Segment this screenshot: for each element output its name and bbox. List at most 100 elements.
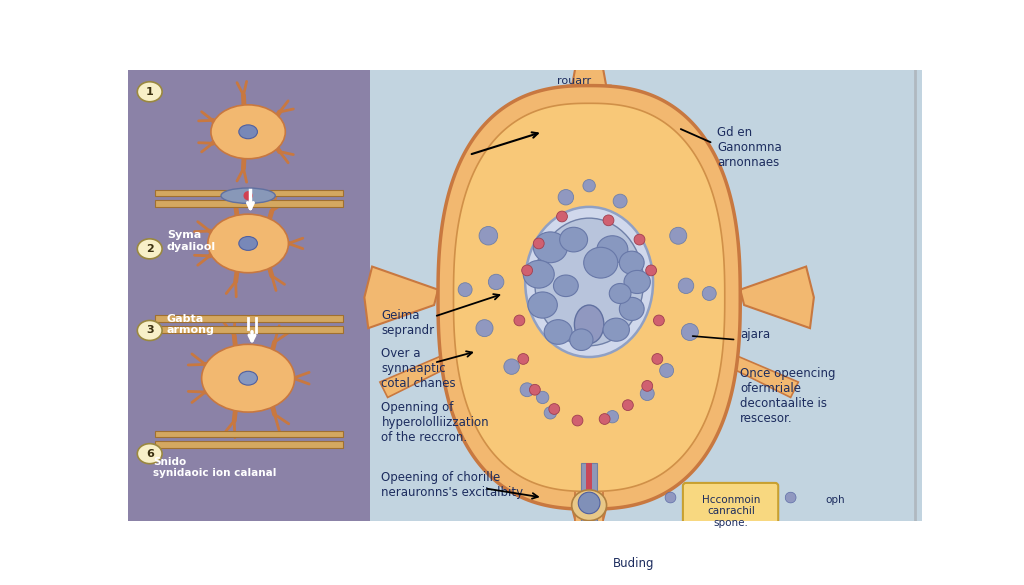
Circle shape (702, 287, 716, 301)
Polygon shape (454, 104, 725, 491)
Ellipse shape (560, 228, 588, 252)
Ellipse shape (603, 318, 630, 341)
Circle shape (623, 400, 633, 411)
Circle shape (544, 407, 557, 419)
Circle shape (529, 384, 541, 395)
Polygon shape (713, 347, 799, 397)
Ellipse shape (597, 236, 628, 263)
Bar (155, 326, 343, 333)
Text: Openning of
hyperololliizzation
of the reccron.: Openning of hyperololliizzation of the r… (381, 401, 489, 444)
Ellipse shape (554, 275, 579, 297)
Circle shape (652, 353, 663, 364)
Ellipse shape (137, 239, 162, 259)
Ellipse shape (620, 297, 644, 321)
Text: Geima
seprandr: Geima seprandr (381, 309, 434, 337)
Polygon shape (365, 267, 438, 328)
Bar (586, 463, 592, 528)
Circle shape (742, 492, 754, 503)
Text: Gd en
Ganonmna
arnonnaes: Gd en Ganonmna arnonnaes (717, 126, 781, 168)
Circle shape (599, 414, 610, 424)
Bar (582, 463, 597, 528)
Ellipse shape (137, 321, 162, 340)
FancyBboxPatch shape (683, 483, 778, 539)
Ellipse shape (208, 214, 289, 273)
Text: oph: oph (825, 495, 845, 505)
Circle shape (684, 492, 695, 503)
Text: Opeening of chorille
nerauronns's excitalbity: Opeening of chorille nerauronns's excita… (381, 470, 523, 498)
Bar (155, 190, 343, 197)
Polygon shape (380, 347, 465, 397)
Ellipse shape (239, 125, 257, 139)
Text: ajara: ajara (740, 328, 770, 341)
Ellipse shape (202, 345, 295, 412)
Ellipse shape (221, 188, 275, 204)
Ellipse shape (544, 319, 572, 345)
Ellipse shape (137, 443, 162, 464)
Circle shape (537, 391, 549, 404)
Polygon shape (740, 267, 814, 328)
Circle shape (514, 315, 524, 326)
Circle shape (572, 415, 583, 426)
Circle shape (476, 319, 493, 336)
Bar (575, 463, 603, 526)
Bar (155, 441, 343, 448)
Text: 1: 1 (145, 87, 154, 97)
Polygon shape (566, 43, 612, 91)
Ellipse shape (584, 247, 617, 278)
Polygon shape (572, 509, 606, 528)
Polygon shape (438, 85, 740, 509)
Ellipse shape (571, 490, 606, 521)
Circle shape (678, 278, 693, 294)
Ellipse shape (624, 270, 650, 294)
Text: Gabta
armong: Gabta armong (167, 314, 215, 335)
Ellipse shape (574, 305, 604, 343)
Circle shape (488, 274, 504, 290)
Circle shape (640, 387, 654, 401)
Ellipse shape (534, 232, 567, 263)
Circle shape (766, 492, 776, 503)
Bar (128, 70, 370, 521)
Ellipse shape (609, 284, 631, 304)
Circle shape (681, 324, 698, 340)
Circle shape (785, 492, 796, 503)
Text: rouarr: rouarr (557, 77, 591, 87)
Text: 3: 3 (145, 325, 154, 335)
Circle shape (723, 492, 734, 503)
Bar (155, 315, 343, 322)
Circle shape (613, 194, 627, 208)
Circle shape (579, 492, 600, 514)
Ellipse shape (525, 207, 653, 357)
Text: Snido
synidaoic ion calanal: Snido synidaoic ion calanal (153, 457, 276, 479)
Ellipse shape (137, 82, 162, 102)
Bar (155, 431, 343, 438)
Circle shape (703, 492, 715, 503)
Text: 6: 6 (145, 449, 154, 459)
Circle shape (244, 191, 253, 200)
Circle shape (558, 190, 573, 205)
Bar (155, 200, 343, 207)
Circle shape (479, 226, 498, 245)
Circle shape (518, 353, 528, 364)
Polygon shape (575, 459, 603, 487)
Circle shape (653, 315, 665, 326)
Text: Once opeencing
ofermriale
decontaalite is
rescesor.: Once opeencing ofermriale decontaalite i… (740, 367, 836, 425)
Text: Hcconmoin
canrachil
spone.: Hcconmoin canrachil spone. (701, 495, 760, 528)
Ellipse shape (535, 218, 643, 346)
Circle shape (520, 383, 535, 397)
Circle shape (458, 283, 472, 297)
Circle shape (534, 238, 544, 249)
Ellipse shape (528, 292, 557, 318)
Circle shape (642, 380, 652, 391)
Circle shape (634, 234, 645, 245)
Circle shape (665, 492, 676, 503)
Circle shape (521, 265, 532, 276)
Circle shape (603, 215, 614, 226)
Circle shape (659, 363, 674, 377)
Ellipse shape (620, 251, 644, 274)
Ellipse shape (211, 105, 286, 159)
Circle shape (670, 228, 687, 244)
Circle shape (646, 265, 656, 276)
Text: Over a
synnaaptic
cotal chanes: Over a synnaaptic cotal chanes (381, 347, 456, 390)
Circle shape (606, 411, 618, 423)
Text: 2: 2 (145, 244, 154, 254)
